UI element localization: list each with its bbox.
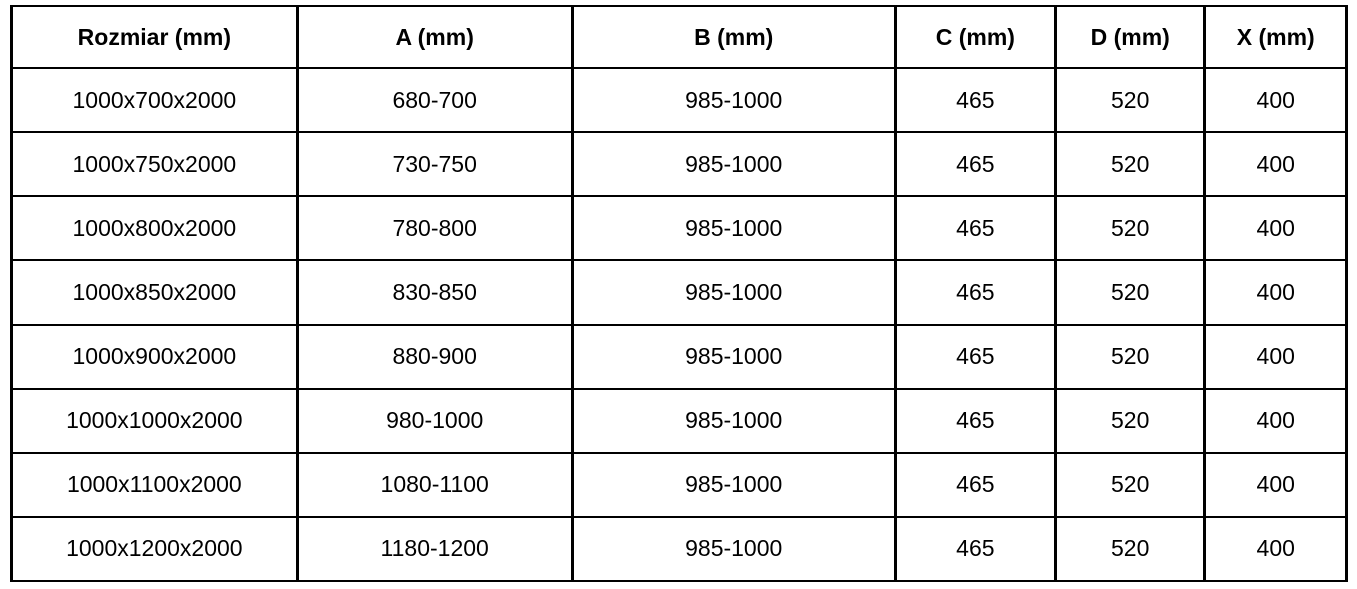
table-cell: 1180-1200 <box>295 515 574 583</box>
table-cell: 400 <box>1203 323 1348 390</box>
table-cell: 985-1000 <box>570 131 897 198</box>
column-header: B (mm) <box>570 5 897 69</box>
table-cell: 400 <box>1203 66 1348 134</box>
column-header: X (mm) <box>1203 5 1348 69</box>
column-header: C (mm) <box>893 5 1057 69</box>
table-cell: 400 <box>1203 259 1348 326</box>
table-cell: 520 <box>1053 131 1207 198</box>
table-cell: 400 <box>1203 195 1348 262</box>
table-cell: 985-1000 <box>570 66 897 134</box>
table-cell: 520 <box>1053 387 1207 454</box>
table-cell: 985-1000 <box>570 387 897 454</box>
table-cell: 985-1000 <box>570 259 897 326</box>
table-cell: 680-700 <box>295 66 574 134</box>
table-cell: 730-750 <box>295 131 574 198</box>
table-cell: 520 <box>1053 323 1207 390</box>
table-row: 1000x800x2000 780-800 985-1000 465 520 400 <box>10 195 1348 262</box>
table-cell: 400 <box>1203 131 1348 198</box>
table-cell: 465 <box>893 451 1057 518</box>
size-table-header: Rozmiar (mm) A (mm) B (mm) C (mm) D (mm) X (m… <box>10 5 1348 69</box>
table-row: 1000x750x2000 730-750 985-1000 465 520 400 <box>10 131 1348 198</box>
table-cell: 1000x750x2000 <box>10 131 299 198</box>
table-cell: 465 <box>893 259 1057 326</box>
table-cell: 465 <box>893 131 1057 198</box>
table-cell: 1000x850x2000 <box>10 259 299 326</box>
table-cell: 520 <box>1053 515 1207 583</box>
column-header: A (mm) <box>295 5 574 69</box>
table-cell: 830-850 <box>295 259 574 326</box>
table-cell: 985-1000 <box>570 451 897 518</box>
table-cell: 465 <box>893 323 1057 390</box>
table-cell: 400 <box>1203 451 1348 518</box>
column-header: D (mm) <box>1053 5 1207 69</box>
table-row: 1000x850x2000 830-850 985-1000 465 520 400 <box>10 259 1348 326</box>
table-cell: 520 <box>1053 451 1207 518</box>
table-cell: 400 <box>1203 387 1348 454</box>
table-cell: 985-1000 <box>570 515 897 583</box>
table-cell: 520 <box>1053 66 1207 134</box>
table-cell: 980-1000 <box>295 387 574 454</box>
table-cell: 1000x1100x2000 <box>10 451 299 518</box>
table-row: 1000x900x2000 880-900 985-1000 465 520 400 <box>10 323 1348 390</box>
table-cell: 400 <box>1203 515 1348 583</box>
table-cell: 465 <box>893 387 1057 454</box>
table-cell: 985-1000 <box>570 323 897 390</box>
table-cell: 1000x900x2000 <box>10 323 299 390</box>
table-row: 1000x700x2000 680-700 985-1000 465 520 400 <box>10 66 1348 134</box>
column-header: Rozmiar (mm) <box>10 5 299 69</box>
table-cell: 1000x1000x2000 <box>10 387 299 454</box>
table-cell: 465 <box>893 66 1057 134</box>
header-row: Rozmiar (mm) A (mm) B (mm) C (mm) D (mm) X (m… <box>10 5 1348 69</box>
table-cell: 465 <box>893 515 1057 583</box>
table-cell: 520 <box>1053 195 1207 262</box>
table-cell: 985-1000 <box>570 195 897 262</box>
table-cell: 1000x1200x2000 <box>10 515 299 583</box>
table-cell: 1080-1100 <box>295 451 574 518</box>
table-cell: 465 <box>893 195 1057 262</box>
table-cell: 1000x700x2000 <box>10 66 299 134</box>
table-cell: 780-800 <box>295 195 574 262</box>
table-row: 1000x1200x2000 1180-1200 985-1000 465 520 400 <box>10 515 1348 583</box>
table-row: 1000x1100x2000 1080-1100 985-1000 465 520 400 <box>10 451 1348 518</box>
table-cell: 520 <box>1053 259 1207 326</box>
table-cell: 880-900 <box>295 323 574 390</box>
table-cell: 1000x800x2000 <box>10 195 299 262</box>
size-table-body: 1000x700x2000 680-700 985-1000 465 520 400 100… <box>10 66 1348 583</box>
table-row: 1000x1000x2000 980-1000 985-1000 465 520 400 <box>10 387 1348 454</box>
size-table: Rozmiar (mm) A (mm) B (mm) C (mm) D (mm) X (m… <box>10 5 1348 583</box>
